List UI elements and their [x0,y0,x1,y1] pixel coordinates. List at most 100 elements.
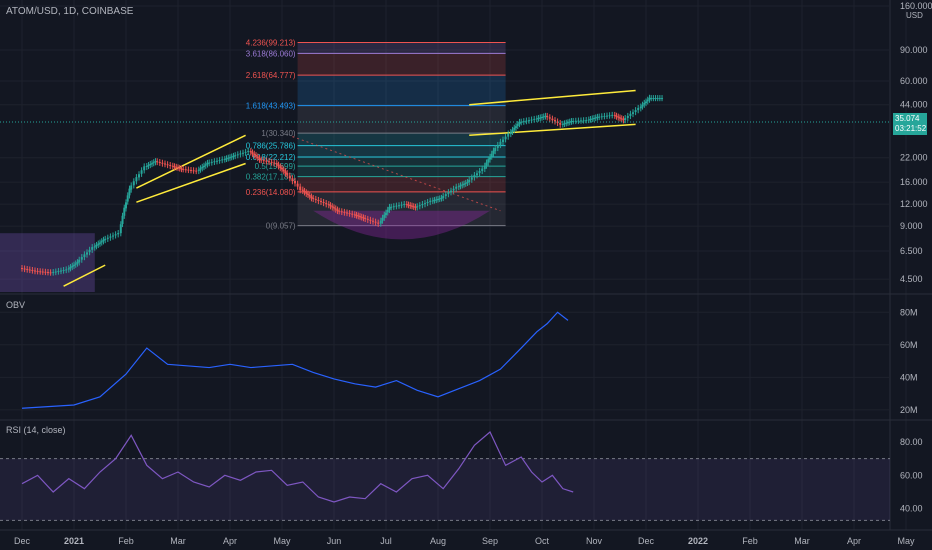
candle-body [171,165,174,167]
candle-body [511,129,514,132]
candle-body [499,141,502,145]
y-tick-label: 60.000 [900,76,928,86]
candle-body [182,168,185,170]
candle-body [21,268,23,270]
candle-body [407,204,410,206]
candle-body [513,127,516,130]
candle-body [223,158,226,160]
candle-body [496,144,499,148]
candle-body [450,190,452,193]
y-tick-label: 44.000 [900,100,928,110]
candle-body [62,270,65,272]
candle-body [516,124,519,126]
candle-body [73,264,75,266]
candle-body [102,239,105,242]
candle-body [253,153,256,156]
candle-body [626,115,629,118]
candle-body [585,120,588,122]
fib-zone [297,166,506,177]
candle-body [57,270,60,272]
candle-body [258,158,261,160]
rsi-line [21,431,574,503]
fib-level-label: 0.786(25.786) [246,142,296,151]
candle-body [80,257,83,260]
candle-body [357,215,360,217]
candle-body [229,157,231,159]
candle-body [83,254,86,258]
x-tick-label: Feb [742,536,758,546]
candle-body [470,177,473,180]
x-tick-label: Jun [327,536,342,546]
candle-body [187,169,190,171]
x-tick-label: Dec [14,536,31,546]
candle-body [284,171,287,174]
y-tick-label: 160.000 [900,1,932,11]
candle-body [481,168,484,171]
candle-body [177,167,179,169]
candle-body [97,243,100,245]
candle-body [359,216,361,218]
fib-zone [297,105,506,134]
candle-body [594,117,597,119]
candle-body [49,272,52,274]
candle-body [88,249,91,253]
candle-body [348,213,351,215]
candle-body [135,177,138,182]
candle-body [478,170,481,174]
channel-line [136,134,246,189]
x-tick-label: Apr [223,536,237,546]
candle-body [239,153,242,155]
y-tick-label: 9.000 [900,221,923,231]
candle-body [648,97,651,100]
chart-title: ATOM/USD, 1D, COINBASE [6,6,134,17]
candle-body [203,165,205,167]
candle-body [603,115,606,117]
x-tick-label: Jul [380,536,392,546]
fib-zone [297,53,506,76]
candle-body [643,102,646,105]
candle-body [611,114,614,116]
y-tick-label: 6.500 [900,246,923,256]
candle-body [613,114,616,116]
candle-body [637,107,640,111]
x-tick-label: May [273,536,291,546]
candle-body [249,151,252,153]
candle-body [587,119,590,121]
candle-body [353,214,356,216]
candle-body [591,118,594,120]
candle-body [572,120,575,122]
candle-body [340,211,343,213]
candle-body [333,207,335,209]
candle-body [256,156,259,159]
candle-body [463,183,465,185]
fib-level-label: 0(9.057) [266,222,296,231]
candle-body [197,169,200,171]
candle-body [169,165,172,167]
candle-body [645,101,647,103]
candle-body [154,161,157,163]
candle-body [78,259,81,263]
channel-line [63,264,106,287]
fib-level-label: 0.618(22.212) [246,153,296,162]
candle-body [525,120,528,122]
candle-body [44,271,47,273]
candle-body [281,167,283,170]
candle-body [379,220,382,224]
candle-body [656,98,659,100]
trend-dashed [292,136,501,212]
candle-body [268,161,270,163]
candle-body [206,162,209,165]
channel-line [469,123,636,137]
candle-body [132,181,135,186]
candle-body [31,270,34,272]
x-tick-label: 2022 [688,536,708,546]
candle-body [589,119,592,121]
candle-body [541,117,543,119]
candle-body [530,119,533,121]
candle-body [303,190,306,193]
candle-body [600,116,603,118]
candle-body [364,218,367,220]
candle-body [473,175,476,178]
rsi-label: RSI (14, close) [6,425,66,435]
